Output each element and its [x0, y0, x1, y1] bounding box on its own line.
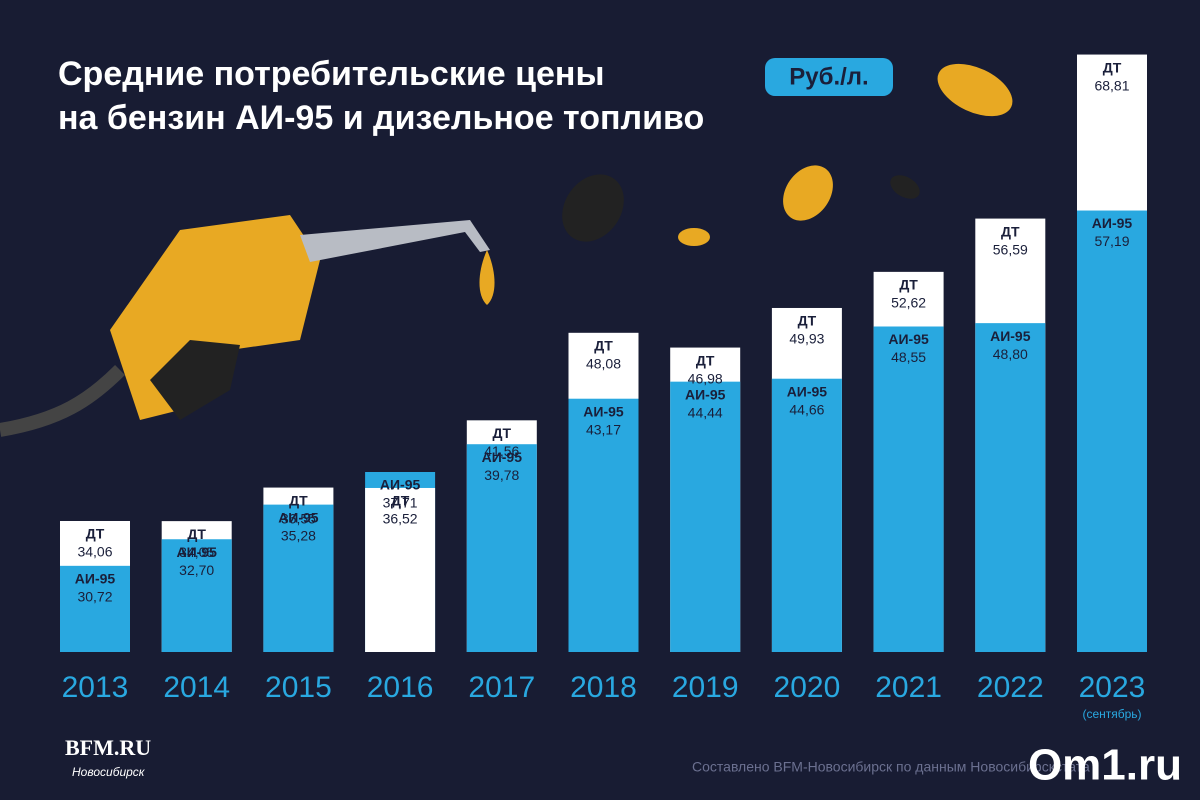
unit-badge [765, 58, 893, 96]
x-tick-label: 2020 [774, 671, 841, 704]
fuel-pump-decoration [0, 63, 1013, 437]
bar [263, 504, 334, 652]
value-label: 44,66 [789, 401, 824, 417]
bar-series-label: ДТ [1001, 223, 1020, 239]
value-label: 43,17 [586, 421, 621, 437]
value-label: 36,55 [281, 510, 316, 526]
bar-series-label: АИ-95 [380, 477, 421, 493]
x-tick-label: 2016 [367, 671, 434, 704]
value-label: 52,62 [891, 295, 926, 311]
x-tick-label: 2021 [875, 671, 942, 704]
x-tick-label: 2022 [977, 671, 1044, 704]
bar [365, 487, 436, 652]
value-label: 37,71 [383, 495, 418, 511]
x-tick-label: 2015 [265, 671, 332, 704]
bar-series-label: ДТ [696, 352, 715, 368]
x-tick-label: 2017 [468, 671, 535, 704]
bar-series-label: АИ-95 [176, 544, 217, 560]
value-label: 44,44 [688, 404, 723, 420]
bar [1077, 210, 1147, 652]
value-label: 41,56 [484, 443, 519, 459]
chart-title: Средние потребительские цены [58, 55, 604, 93]
value-label: 32,70 [179, 562, 214, 578]
value-label: 34,05 [179, 544, 214, 560]
value-label: 35,28 [281, 527, 316, 543]
bar-series-label: АИ-95 [787, 383, 828, 399]
bar [568, 398, 639, 652]
value-label: 36,52 [383, 511, 418, 527]
bar-series-label: АИ-95 [75, 571, 116, 587]
bar-series-label: ДТ [798, 313, 817, 329]
bar-series-label: АИ-95 [482, 449, 523, 465]
value-label: 34,06 [77, 544, 112, 560]
x-tick-label: 2019 [672, 671, 739, 704]
value-label: 48,80 [993, 346, 1028, 362]
bar-series-label: АИ-95 [278, 509, 319, 525]
bar [670, 381, 741, 652]
value-label: 30,72 [77, 589, 112, 605]
bar-series-label: ДТ [187, 526, 206, 542]
bar-series-label: АИ-95 [685, 386, 726, 402]
value-label: 48,55 [891, 349, 926, 365]
brand: BFM.RU [65, 735, 151, 760]
value-label: 68,81 [1094, 77, 1129, 93]
value-label: 57,19 [1094, 233, 1129, 249]
bar-series-label: ДТ [86, 526, 105, 542]
bar [466, 444, 537, 652]
bar-series-label: ДТ [289, 492, 308, 508]
unit-label: Руб./л. [789, 63, 868, 90]
bar-series-label: АИ-95 [1092, 215, 1133, 231]
value-label: 39,78 [484, 467, 519, 483]
source: Составлено BFM-Новосибирск по данным Нов… [692, 759, 1090, 775]
value-label: 48,08 [586, 356, 621, 372]
bar [161, 539, 232, 652]
bar-series-label: АИ-95 [583, 403, 624, 419]
x-tick-label: 2013 [62, 671, 129, 704]
x-tick-label: 2023 [1079, 671, 1146, 704]
bar-series-label: АИ-95 [990, 328, 1031, 344]
x-tick-label: 2014 [163, 671, 230, 704]
category-note: (сентябрь) [1082, 707, 1141, 721]
value-label: 56,59 [993, 241, 1028, 257]
bar [975, 323, 1046, 652]
bar-series-label: АИ-95 [888, 331, 929, 347]
bar-series-label: ДТ [493, 425, 512, 441]
bar-series-label: ДТ [1103, 59, 1122, 75]
bar-series-label: ДТ [594, 338, 613, 354]
logo: Om1.ru [1028, 741, 1182, 790]
value-label: 46,98 [688, 370, 723, 386]
value-label: 49,93 [789, 331, 824, 347]
x-tick-label: 2018 [570, 671, 637, 704]
bar [60, 565, 130, 652]
bar-series-label: ДТ [391, 493, 410, 509]
brand-city: Новосибирск [72, 765, 146, 779]
bar [771, 378, 842, 652]
bar [873, 326, 944, 652]
bar-series-label: ДТ [899, 277, 918, 293]
chart-title: на бензин АИ-95 и дизельное топливо [58, 99, 704, 137]
